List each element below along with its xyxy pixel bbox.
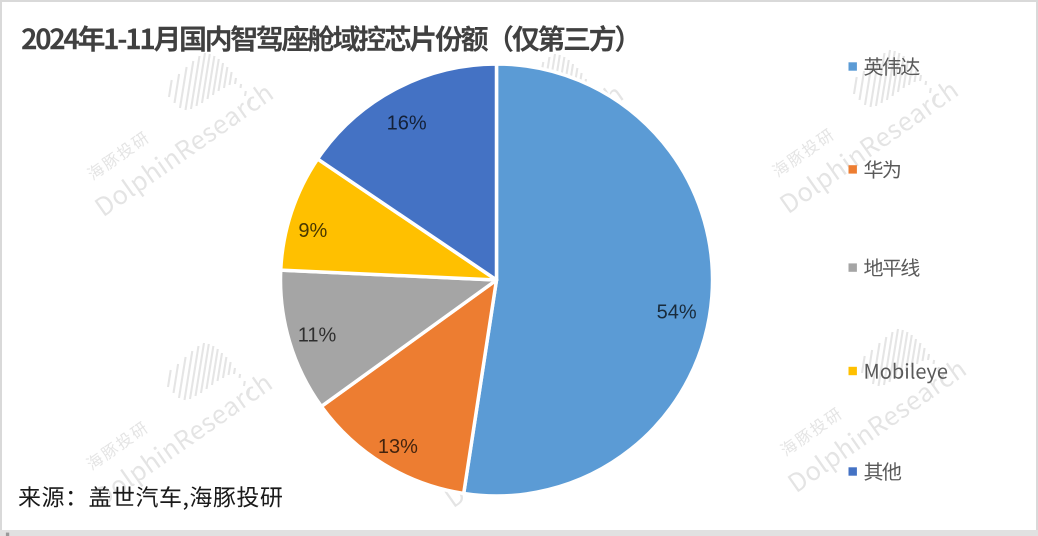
svg-text:13%: 13% [378, 436, 418, 458]
svg-text:11%: 11% [298, 325, 337, 347]
svg-text:54%: 54% [657, 302, 697, 324]
svg-text:9%: 9% [298, 220, 327, 242]
svg-text:16%: 16% [387, 113, 427, 135]
